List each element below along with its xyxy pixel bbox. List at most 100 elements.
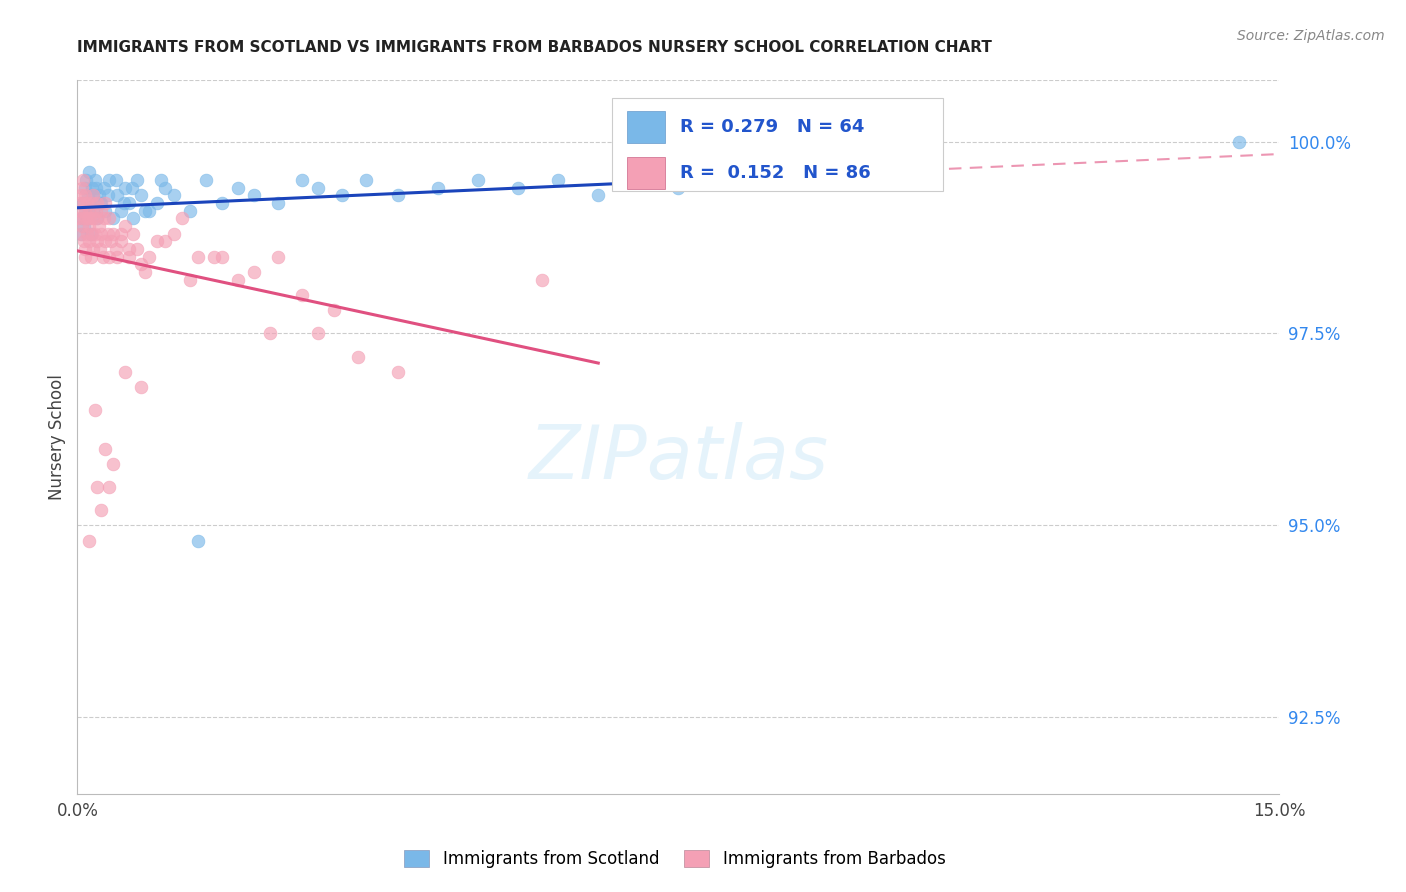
Point: [138, 250, 160, 264]
Point: [226, 180, 249, 194]
Point: [155, 235, 177, 249]
Point: [97, 188, 120, 202]
Point: [69, 196, 91, 211]
Point: [155, 180, 177, 194]
Bar: [627, 157, 665, 189]
Point: [118, 242, 141, 256]
Point: [259, 326, 281, 341]
Point: [70, 180, 93, 194]
Point: [84, 173, 107, 187]
Point: [103, 227, 125, 241]
Point: [131, 257, 153, 271]
Point: [122, 211, 145, 226]
Point: [93, 180, 115, 194]
Point: [79, 196, 101, 211]
Point: [75, 211, 97, 226]
Point: [131, 380, 153, 394]
Point: [89, 196, 111, 211]
Point: [69, 203, 91, 218]
Point: [82, 242, 104, 256]
Point: [90, 203, 112, 218]
Point: [122, 227, 145, 241]
Point: [82, 211, 104, 226]
Point: [134, 265, 156, 279]
Point: [242, 188, 264, 202]
Point: [127, 242, 149, 256]
Bar: [627, 111, 665, 143]
Point: [79, 533, 101, 548]
Point: [110, 203, 132, 218]
Point: [72, 173, 94, 187]
Point: [76, 227, 98, 241]
Point: [547, 173, 569, 187]
Point: [588, 188, 610, 202]
Point: [73, 180, 96, 194]
Point: [162, 227, 184, 241]
Point: [110, 227, 132, 241]
Point: [134, 203, 156, 218]
Point: [291, 288, 314, 302]
Point: [87, 188, 110, 202]
Point: [80, 196, 103, 211]
Point: [187, 533, 209, 548]
Point: [187, 250, 209, 264]
Point: [267, 250, 290, 264]
Point: [72, 196, 94, 211]
Point: [67, 211, 90, 226]
Point: [75, 242, 97, 256]
Point: [354, 173, 377, 187]
Point: [427, 180, 450, 194]
Point: [84, 203, 107, 218]
Point: [79, 165, 101, 179]
Point: [76, 211, 98, 226]
Legend: Immigrants from Scotland, Immigrants from Barbados: Immigrants from Scotland, Immigrants fro…: [398, 843, 952, 875]
Point: [307, 326, 329, 341]
Point: [138, 203, 160, 218]
Point: [97, 227, 120, 241]
Point: [79, 219, 101, 233]
Point: [467, 173, 489, 187]
Point: [98, 250, 121, 264]
Point: [82, 188, 104, 202]
Point: [100, 235, 122, 249]
Text: R =  0.152   N = 86: R = 0.152 N = 86: [679, 164, 870, 182]
Point: [107, 250, 129, 264]
Point: [86, 211, 108, 226]
Point: [89, 242, 111, 256]
Point: [307, 180, 329, 194]
Point: [627, 173, 650, 187]
Point: [104, 242, 127, 256]
Point: [127, 173, 149, 187]
Point: [98, 211, 121, 226]
Point: [112, 196, 135, 211]
Point: [211, 250, 233, 264]
Point: [82, 203, 104, 218]
Y-axis label: Nursery School: Nursery School: [48, 374, 66, 500]
Text: IMMIGRANTS FROM SCOTLAND VS IMMIGRANTS FROM BARBADOS NURSERY SCHOOL CORRELATION : IMMIGRANTS FROM SCOTLAND VS IMMIGRANTS F…: [77, 40, 993, 55]
Point: [114, 219, 136, 233]
Point: [73, 235, 96, 249]
Point: [150, 173, 173, 187]
Point: [73, 250, 96, 264]
Point: [291, 173, 314, 187]
Point: [76, 188, 98, 202]
Point: [211, 196, 233, 211]
Point: [77, 203, 100, 218]
Point: [707, 173, 730, 187]
Point: [86, 235, 108, 249]
Point: [94, 235, 117, 249]
Point: [80, 250, 103, 264]
Point: [70, 219, 93, 233]
Point: [75, 203, 97, 218]
Point: [76, 196, 98, 211]
Point: [98, 480, 121, 494]
Point: [170, 211, 193, 226]
Point: [131, 188, 153, 202]
Point: [86, 211, 108, 226]
Point: [162, 188, 184, 202]
Point: [508, 180, 530, 194]
Point: [86, 196, 108, 211]
Point: [387, 365, 409, 379]
Point: [118, 196, 141, 211]
Point: [90, 503, 112, 517]
